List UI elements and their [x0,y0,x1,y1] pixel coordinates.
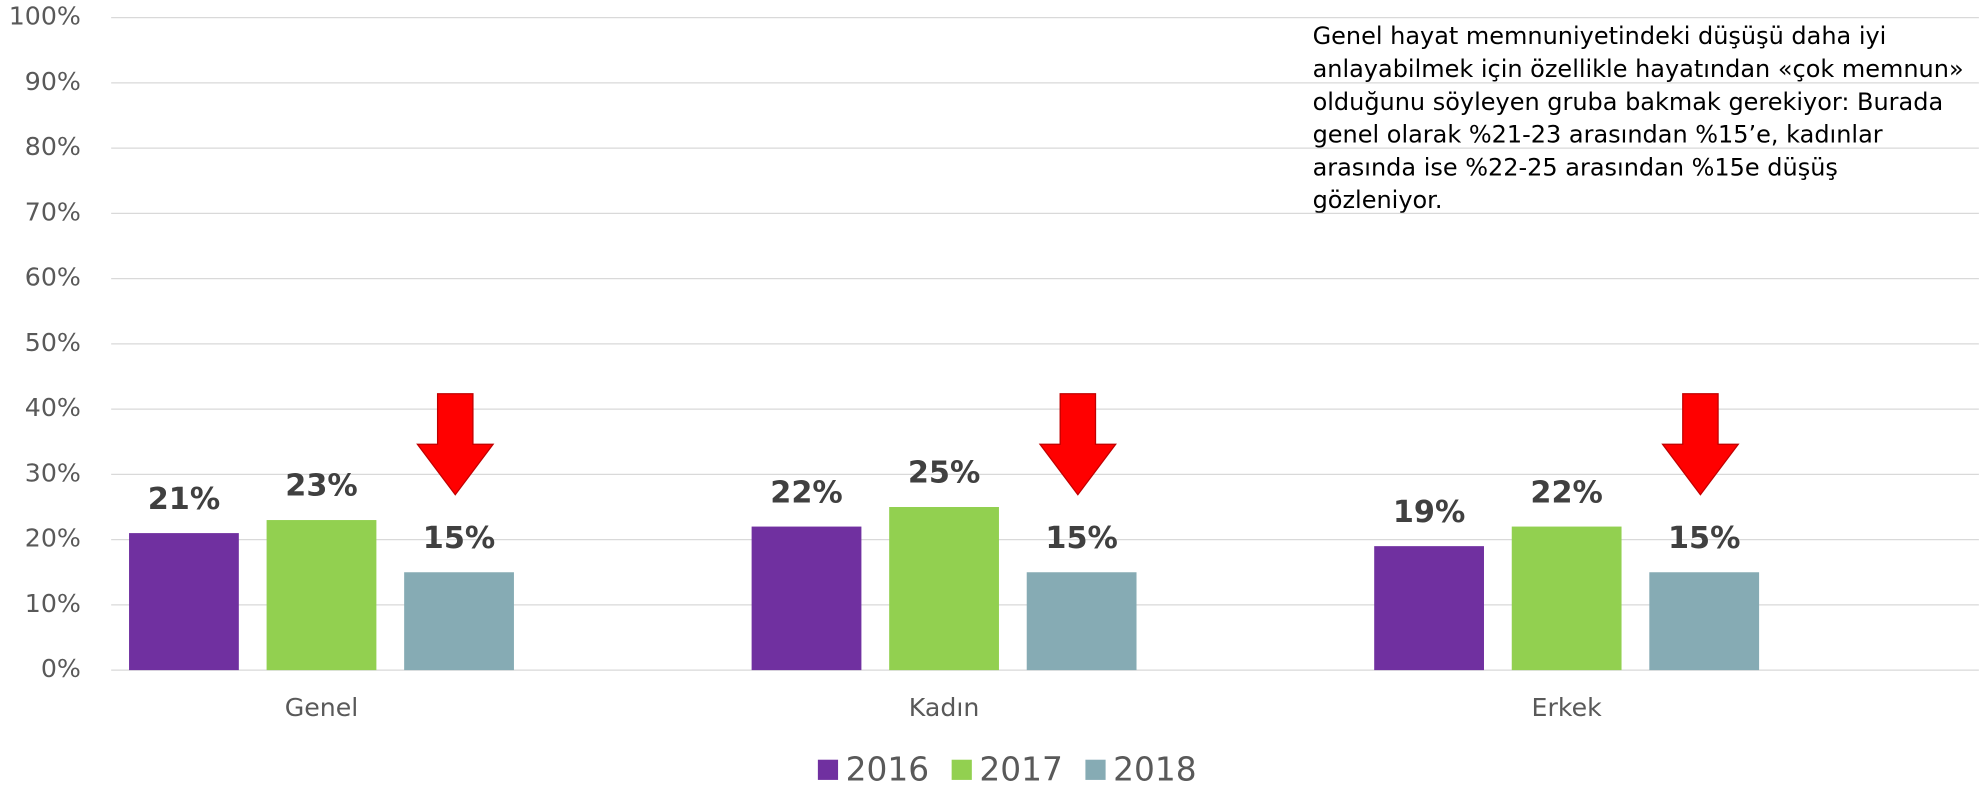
bar [751,526,862,671]
legend-swatch [1085,759,1106,780]
x-tick-label: Genel [285,693,359,722]
bar [1374,546,1484,671]
y-tick-label: 50% [25,328,81,357]
value-label: 15% [423,521,495,556]
y-tick-label: 40% [25,393,81,422]
y-tick-label: 90% [25,67,81,96]
arrow [1661,393,1740,496]
bar [889,507,999,671]
legend-label: 2017 [979,751,1062,789]
bar [1026,572,1137,671]
y-tick-label: 30% [25,458,81,487]
bar [404,572,514,671]
y-tick-label: 10% [25,589,81,618]
y-tick-label: 60% [25,263,81,292]
value-label: 15% [1045,521,1117,556]
x-tick-label: Kadın [909,693,980,722]
annotation: Genel hayat memnuniyetindeki düşüşü daha… [1312,22,1964,215]
legend-swatch [817,759,839,780]
bar [1511,526,1622,671]
y-tick-label: 100% [9,2,81,31]
arrow [1038,393,1117,496]
value-label: 19% [1393,495,1465,530]
y-tick-label: 20% [25,524,81,553]
arrow [416,393,495,496]
value-label: 25% [908,456,980,491]
value-label: 22% [770,475,842,510]
value-label: 22% [1530,475,1602,510]
plot: 0% 10% 20% 30% 40% 50% 60% 70% 80% 90% 100% Genel 21… [9,2,1979,789]
y-tick-label: 70% [25,197,81,226]
value-label: 21% [148,482,220,517]
value-label: 15% [1668,521,1740,556]
bar [266,520,377,671]
x-tick-label: Erkek [1532,693,1603,722]
bar [1649,572,1760,671]
legend-label: 2016 [846,751,929,789]
value-label: 23% [285,469,357,504]
bar [129,533,239,671]
y-tick-label: 80% [25,132,81,161]
annotation-box: Genel hayat memnuniyetindeki düşüşü daha… [1312,22,1964,215]
y-tick-label: 0% [41,654,81,683]
legend-swatch [951,759,972,780]
legend-label: 2018 [1113,751,1196,789]
